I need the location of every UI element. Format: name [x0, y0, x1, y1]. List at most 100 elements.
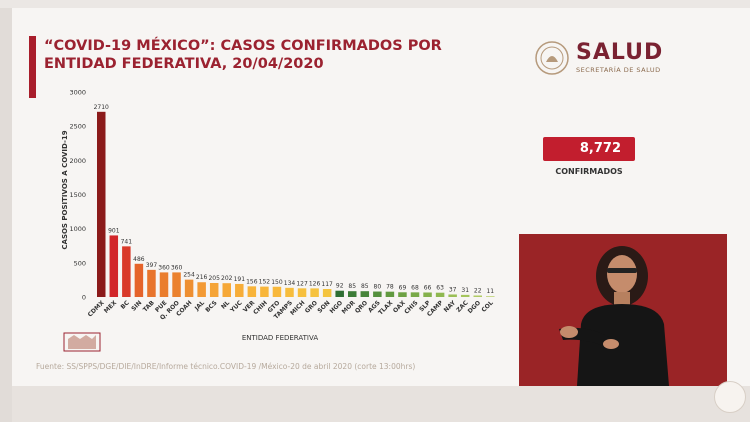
category-label: TLAX [377, 299, 394, 316]
category-label: SON [316, 299, 331, 314]
value-label: 92 [336, 283, 344, 290]
category-label: TAB [142, 299, 156, 313]
bar-camp [435, 292, 445, 297]
bar-hgo [335, 290, 344, 297]
bar-coah [184, 279, 194, 297]
category-label: YUC [228, 299, 244, 315]
category-label: QRO [354, 299, 369, 314]
value-label: 2710 [94, 104, 109, 111]
bar-tlax [385, 291, 395, 297]
value-label: 85 [348, 283, 356, 290]
bar-dgo [473, 295, 482, 297]
x-axis-title: ENTIDAD FEDERATIVA [242, 334, 318, 342]
value-label: 254 [183, 272, 195, 279]
value-label: 22 [474, 287, 482, 294]
bar-zac [460, 294, 470, 297]
value-label: 85 [361, 283, 369, 290]
bar-son [322, 289, 332, 297]
category-label: BCS [204, 299, 218, 313]
bar-nl [222, 283, 231, 297]
bar-jal [197, 282, 206, 297]
left-strip [0, 8, 12, 422]
total-confirmed-value: 8,772 [543, 137, 635, 161]
bar-gro [310, 288, 319, 297]
bar-yuc [235, 283, 244, 297]
y-tick-label: 1000 [69, 225, 86, 233]
y-axis: 0 500 1000 1500 2000 2500 3000 [69, 89, 86, 302]
bar-nay [448, 294, 457, 297]
category-label: MOR [341, 299, 357, 315]
bar-oax [398, 292, 407, 297]
value-label: 216 [196, 274, 208, 281]
bar-gto [272, 286, 282, 297]
y-tick-label: 500 [74, 259, 86, 267]
bar-qroo [172, 272, 181, 297]
bottom-band [12, 386, 750, 422]
value-label: 117 [321, 281, 333, 288]
value-label: 134 [284, 280, 296, 287]
value-label: 360 [171, 264, 183, 271]
y-tick-label: 2500 [69, 123, 86, 131]
bar-tab [147, 269, 156, 297]
logo-subtitle: SECRETARÍA DE SALUD [576, 66, 661, 74]
value-label: 156 [246, 278, 258, 285]
y-tick-label: 2000 [69, 157, 86, 165]
category-label: JAL [193, 299, 206, 312]
government-emblem-icon [63, 332, 101, 352]
value-label: 360 [158, 264, 170, 271]
value-label: 741 [121, 238, 133, 245]
category-label: COL [480, 299, 494, 313]
value-label: 68 [411, 284, 419, 291]
bar-tamps [285, 287, 294, 297]
category-label: GRO [304, 299, 319, 314]
value-label: 66 [424, 284, 432, 291]
bar-bcs [209, 282, 219, 297]
value-label: 397 [146, 262, 158, 269]
value-label: 63 [436, 285, 444, 292]
value-label: 78 [386, 284, 394, 291]
category-label: DGO [467, 299, 483, 315]
broadcast-logo-icon [714, 381, 746, 413]
value-label: 31 [461, 287, 469, 294]
bar-chih [260, 286, 269, 297]
value-label: 80 [374, 284, 382, 291]
bar-chis [410, 292, 420, 297]
interpreter-figure-icon [519, 234, 727, 386]
value-label: 202 [221, 275, 233, 282]
category-label: CHIS [403, 299, 419, 315]
category-label: SIN [130, 299, 143, 312]
category-label: MEX [103, 299, 119, 315]
value-label: 127 [296, 280, 308, 287]
bar-pue [159, 272, 169, 297]
source-note: Fuente: SS/SPPS/DGE/DIE/InDRE/Informe té… [36, 362, 416, 371]
y-tick-label: 1500 [69, 191, 86, 199]
page-title: “COVID-19 MÉXICO”: CASOS CONFIRMADOS POR… [44, 38, 442, 72]
value-label: 191 [234, 276, 246, 283]
bar-series [97, 111, 495, 297]
y-tick-label: 3000 [69, 89, 86, 97]
value-label: 11 [486, 288, 494, 295]
value-label: 69 [399, 284, 407, 291]
category-label: CHIH [252, 299, 269, 316]
value-label: 150 [271, 279, 283, 286]
bar-cdmx [97, 111, 106, 297]
value-label: 901 [108, 227, 120, 234]
category-label: NL [220, 299, 231, 310]
bar-mex [109, 235, 119, 297]
value-label: 205 [208, 275, 220, 282]
category-label: MICH [289, 299, 306, 316]
bar-col [486, 296, 495, 297]
bar-ags [373, 291, 382, 297]
value-label: 152 [259, 279, 271, 286]
value-label: 37 [449, 286, 457, 293]
title-accent-bar [29, 36, 36, 98]
category-label: BC [119, 299, 131, 311]
bar-qro [360, 291, 370, 297]
logo-wordmark: SALUD [576, 40, 664, 65]
government-seal-icon [535, 41, 569, 75]
value-label: 486 [133, 256, 145, 263]
y-tick-label: 0 [82, 294, 86, 302]
